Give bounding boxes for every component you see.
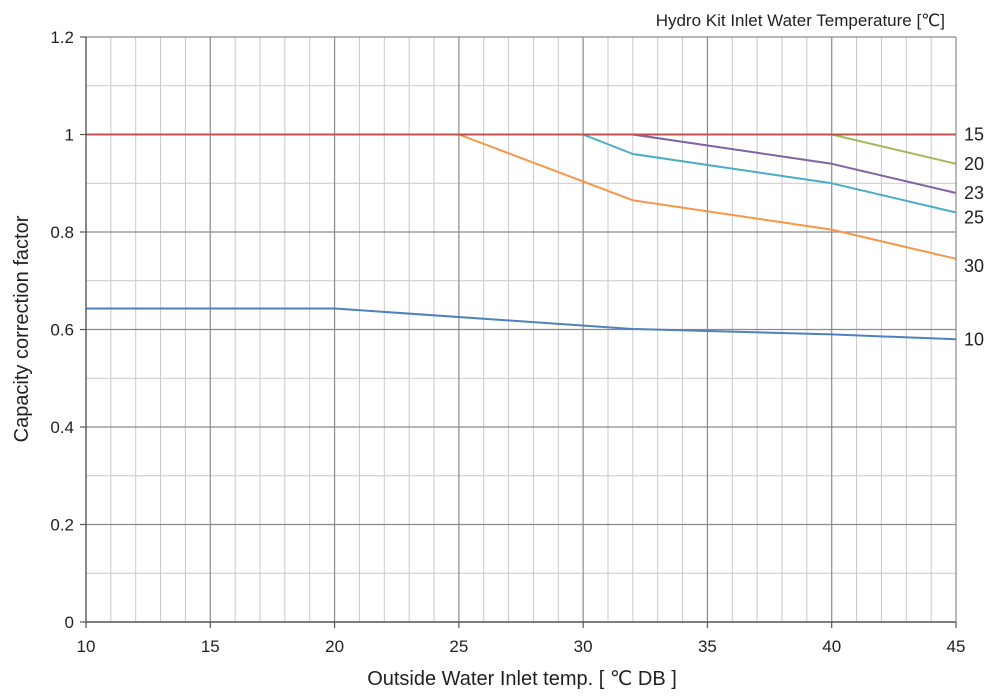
series-label-10: 10 bbox=[964, 329, 984, 349]
x-tick-label: 45 bbox=[947, 637, 966, 656]
series-line-25 bbox=[86, 133, 957, 214]
series-label-30: 30 bbox=[964, 256, 984, 276]
x-tick-label: 20 bbox=[325, 637, 344, 656]
series-labels: 15 20 23 25 30 10 bbox=[964, 125, 984, 350]
y-axis-title: Capacity correction factor bbox=[11, 215, 33, 442]
legend-title: Hydro Kit Inlet Water Temperature [℃] bbox=[656, 11, 945, 30]
y-tick-label: 1 bbox=[65, 126, 74, 145]
y-tick-label: 0 bbox=[65, 613, 74, 632]
x-tick-label: 15 bbox=[201, 637, 220, 656]
series-line-20 bbox=[86, 133, 957, 165]
y-tick-label: 1.2 bbox=[50, 28, 74, 47]
x-tick-label: 40 bbox=[822, 637, 841, 656]
series-label-15: 15 bbox=[964, 125, 984, 145]
major-gridlines bbox=[86, 36, 956, 622]
y-tick-label: 0.2 bbox=[50, 516, 74, 535]
y-tick-label: 0.6 bbox=[50, 321, 74, 340]
y-tick-label: 0.8 bbox=[50, 223, 74, 242]
x-tick-labels: 10 15 20 25 30 35 40 45 bbox=[77, 637, 966, 656]
series-lines bbox=[86, 133, 957, 341]
x-axis-title: Outside Water Inlet temp. [ ℃ DB ] bbox=[367, 668, 677, 690]
series-line-10 bbox=[86, 307, 957, 341]
series-label-23: 23 bbox=[964, 183, 984, 203]
y-tick-labels: 0 0.2 0.4 0.6 0.8 1 1.2 bbox=[50, 28, 74, 632]
series-line-30 bbox=[86, 133, 957, 260]
y-tick-label: 0.4 bbox=[50, 418, 74, 437]
x-tick-label: 25 bbox=[449, 637, 468, 656]
x-tick-label: 10 bbox=[77, 637, 96, 656]
x-tick-label: 30 bbox=[574, 637, 593, 656]
x-tick-label: 35 bbox=[698, 637, 717, 656]
series-label-25: 25 bbox=[964, 207, 984, 227]
series-label-20: 20 bbox=[964, 154, 984, 174]
series-line-23 bbox=[86, 133, 957, 194]
axes bbox=[80, 36, 957, 628]
